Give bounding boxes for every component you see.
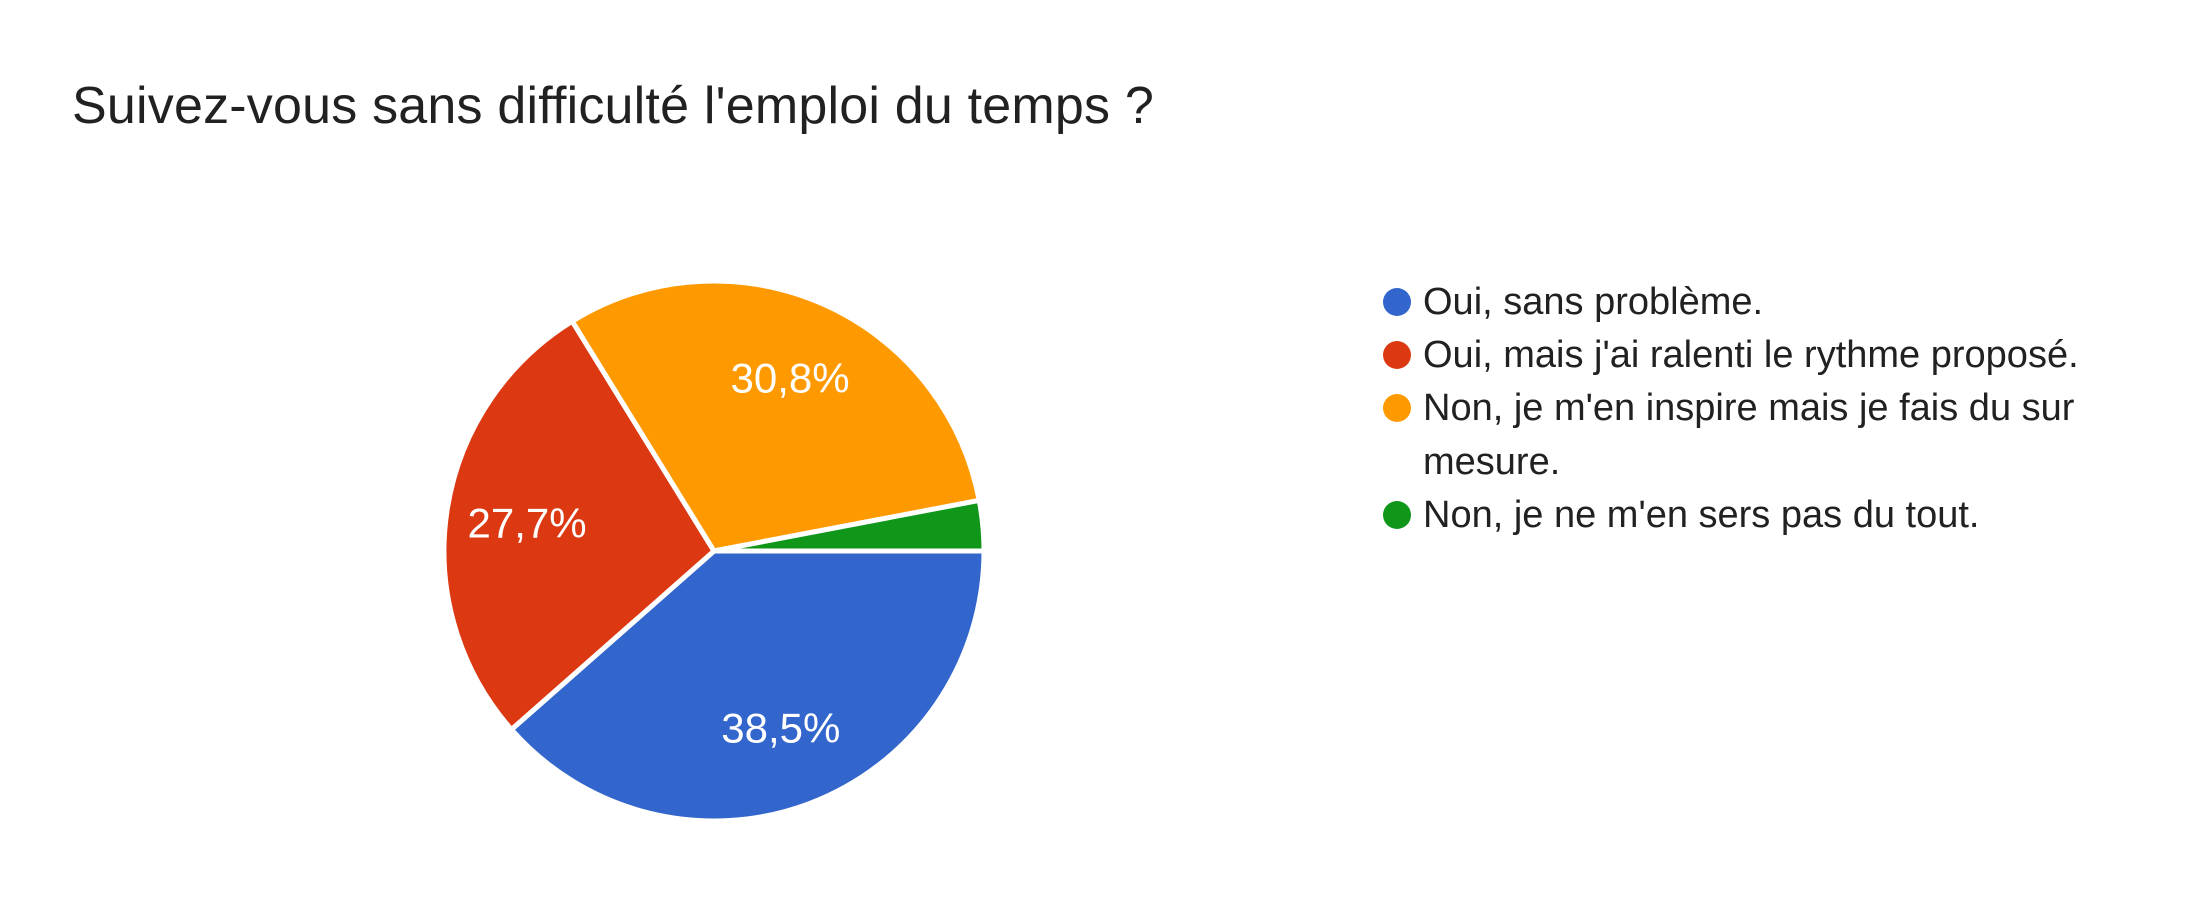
legend-item-label: Oui, sans problème.: [1423, 281, 1764, 323]
legend-item: Oui, mais j'ai ralenti le rythme proposé…: [1383, 329, 2173, 382]
chart-legend: Oui, sans problème. Oui, mais j'ai ralent…: [1383, 276, 2173, 542]
legend-item-label: Non, je ne m'en sers pas du tout.: [1423, 493, 1980, 536]
legend-item-label: Non, je m'en inspire mais je fais du sur…: [1423, 387, 2075, 483]
legend-item: Non, je m'en inspire mais je fais du sur…: [1383, 382, 2173, 488]
pie-slice-label: 27,7%: [468, 500, 587, 547]
legend-color-dot-icon: [1383, 288, 1411, 316]
chart-title: Suivez-vous sans difficulté l'emploi du …: [72, 77, 1155, 135]
legend-item-label: Oui, mais j'ai ralenti le rythme proposé…: [1423, 334, 2079, 377]
legend-item: Oui, sans problème.: [1383, 276, 2173, 329]
legend-color-dot-icon: [1383, 500, 1411, 529]
pie-slice-label: 38,5%: [721, 704, 840, 751]
pie-slice-label: 30,8%: [731, 355, 850, 402]
pie-slice: [508, 548, 987, 824]
pie-slice: [569, 278, 982, 554]
pie-slice: [441, 318, 717, 733]
legend-color-dot-icon: [1383, 394, 1411, 423]
pie-slice: [711, 497, 987, 554]
legend-item: Non, je ne m'en sers pas du tout.: [1383, 489, 2173, 542]
legend-color-dot-icon: [1383, 341, 1411, 370]
